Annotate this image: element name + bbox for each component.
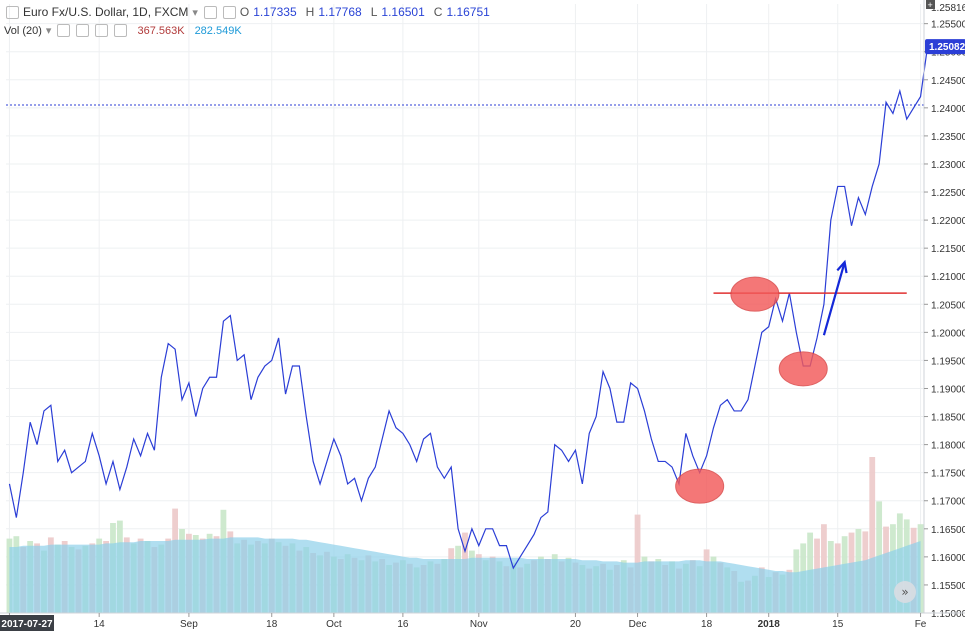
volume-title[interactable]: Vol (20) — [4, 24, 42, 37]
y-tick-label: 1.23000 — [931, 160, 965, 171]
x-tick-label: 16 — [397, 619, 409, 630]
y-tick-label: 1.17000 — [931, 497, 965, 508]
chevron-down-icon[interactable]: ▾ — [192, 6, 198, 19]
start-date-box — [0, 615, 54, 631]
y-tick-label: 1.25500 — [931, 20, 965, 31]
price-line — [8, 47, 929, 570]
close-icon[interactable] — [114, 24, 128, 37]
open-key: O — [239, 5, 250, 19]
grid-lines — [6, 4, 924, 614]
y-tick-label: 1.17500 — [931, 469, 965, 480]
x-tick-label: 2018 — [758, 619, 781, 630]
x-tick-label: Sep — [180, 619, 198, 630]
x-tick-label: Dec — [629, 619, 647, 630]
y-tick-label: 1.24000 — [931, 104, 965, 115]
settings-icon[interactable] — [57, 24, 71, 37]
volume-legend: Vol (20) ▾ 367.563K 282.549K — [4, 24, 242, 37]
y-tick-label: 1.24500 — [931, 76, 965, 87]
trend-arrow — [822, 261, 846, 336]
close-value: 1.16751 — [446, 5, 490, 19]
close-key: C — [433, 5, 443, 19]
low-value: 1.16501 — [381, 5, 425, 19]
y-tick-label: 1.18000 — [931, 441, 965, 452]
volume-bar — [869, 457, 876, 613]
y-tick-label: 1.16000 — [931, 553, 965, 564]
y-tick-label: 1.15000 — [931, 609, 965, 620]
x-tick-label: Oct — [326, 619, 342, 630]
y-tick-label: 1.19500 — [931, 356, 965, 367]
chevron-down-icon[interactable]: ▾ — [45, 25, 52, 37]
y-tick-label: 1.22500 — [931, 188, 965, 199]
symbol-title[interactable]: Euro Fx/U.S. Dollar, 1D, FXCM — [23, 5, 189, 19]
open-value: 1.17335 — [253, 5, 297, 19]
x-tick-label: Fe — [915, 619, 927, 630]
volume-value: 367.563K — [137, 24, 185, 37]
y-tick-label: 1.20000 — [931, 328, 965, 339]
time-axis[interactable]: 2017-07-27 14 Sep 18 Oct 16 Nov 20 Dec 18 2018 15 Fe — [0, 612, 965, 631]
x-tick-label: 18 — [701, 619, 713, 630]
current-price-box — [925, 39, 965, 55]
symbol-legend: Euro Fx/U.S. Dollar, 1D, FXCM ▾ O 1.17335… — [4, 5, 495, 19]
volume-ma-value: 282.549K — [194, 24, 242, 37]
volume-ma-area — [9, 537, 921, 613]
plus-icon-glyph: + — [928, 0, 933, 10]
drawing-annotations — [675, 259, 907, 504]
y-tick-label: 1.16500 — [931, 525, 965, 536]
high-key: H — [305, 5, 315, 19]
plus-icon — [926, 0, 935, 9]
current-price-label: 1.25082 — [929, 42, 965, 53]
visibility-icon[interactable] — [76, 24, 90, 37]
scroll-to-latest-button[interactable] — [894, 581, 916, 603]
double-chevron-right-icon: » — [901, 585, 908, 599]
y-tick-label: 1.19000 — [931, 384, 965, 395]
visibility-icon[interactable] — [222, 5, 236, 19]
highlight-circle — [675, 468, 725, 504]
x-tick-label: 15 — [832, 619, 844, 630]
x-tick-label: 14 — [94, 619, 106, 630]
y-tick-label: 1.21000 — [931, 272, 965, 283]
x-tick-label: 20 — [570, 619, 582, 630]
high-value: 1.17768 — [318, 5, 362, 19]
x-tick-label: 2017-07-27 — [1, 619, 53, 630]
y-tick-label: 1.20500 — [931, 300, 965, 311]
collapse-legend-icon[interactable] — [6, 5, 19, 19]
x-tick-label: Nov — [470, 619, 488, 630]
x-tick-label: 18 — [266, 619, 278, 630]
add-icon[interactable] — [95, 24, 109, 37]
price-axis[interactable]: 1.255001.250001.245001.240001.235001.230… — [923, 0, 965, 620]
settings-icon[interactable] — [203, 5, 217, 19]
highlight-circle — [730, 276, 780, 312]
y-tick-label: 1.15500 — [931, 581, 965, 592]
highlight-circle — [778, 351, 828, 387]
low-key: L — [370, 5, 378, 19]
y-tick-label: 1.18500 — [931, 413, 965, 424]
y-tick-label: 1.22000 — [931, 216, 965, 227]
y-tick-label: 1.23500 — [931, 132, 965, 143]
y-tick-label: 1.21500 — [931, 244, 965, 255]
trend-arrow-head — [836, 259, 848, 274]
high-price-label: 1.25816 — [931, 3, 965, 14]
